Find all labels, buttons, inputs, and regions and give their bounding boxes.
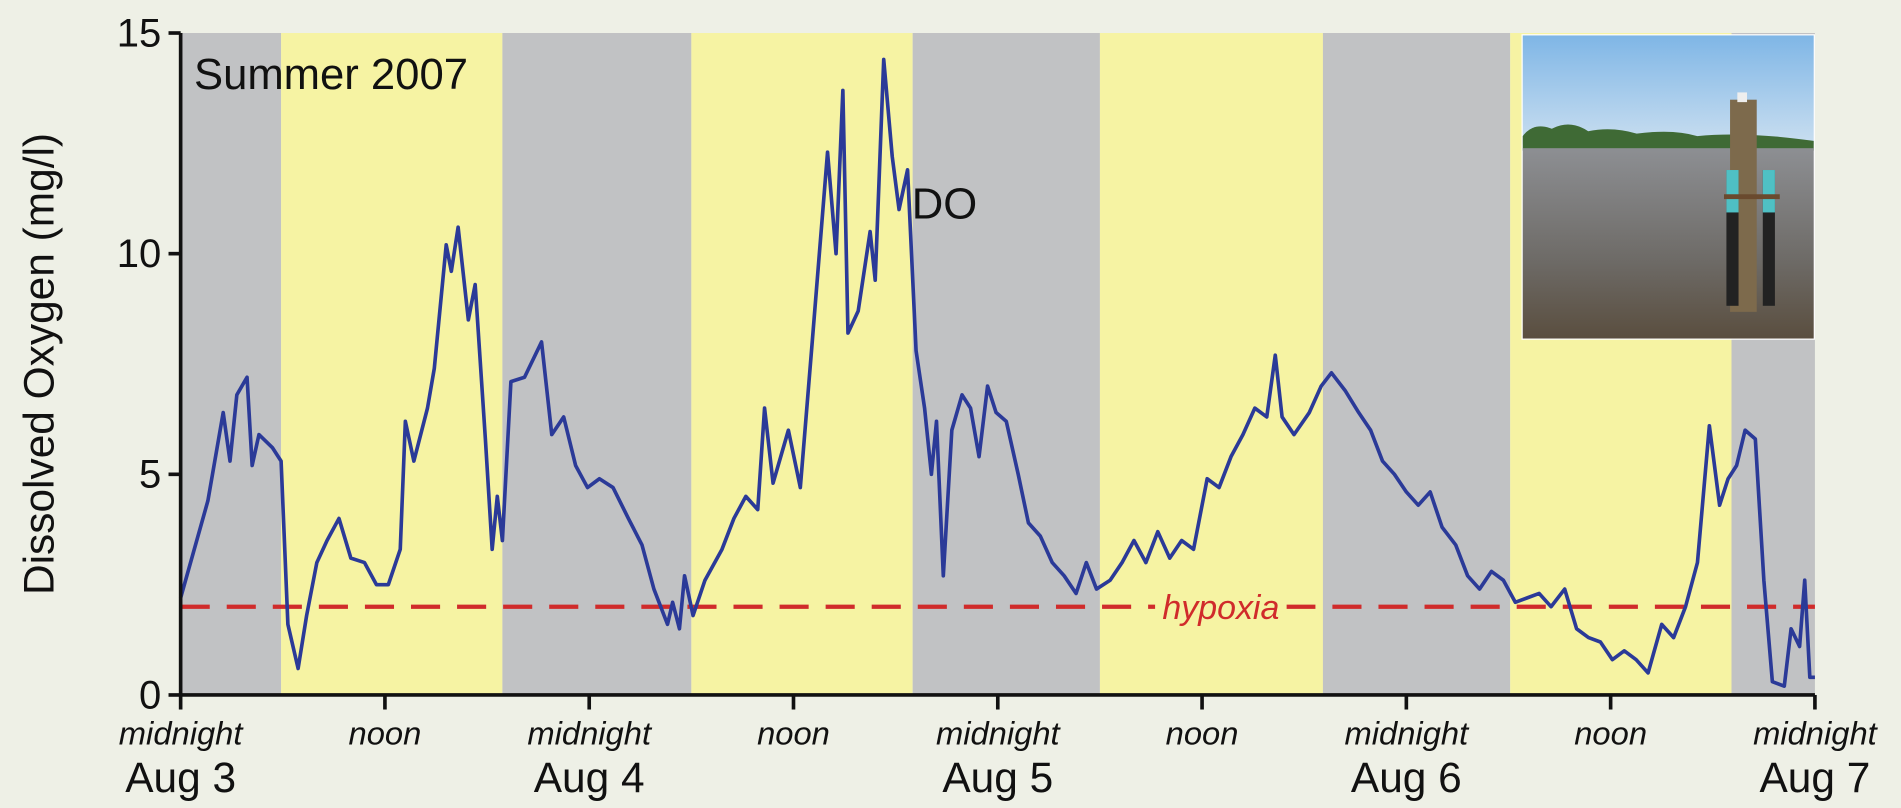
x-tick-label: midnight — [936, 715, 1062, 752]
x-tick-label: noon — [1166, 715, 1239, 752]
threshold-label-bg — [1155, 601, 1287, 612]
x-tick-label: midnight — [119, 715, 245, 752]
y-tick-label: 0 — [139, 673, 161, 717]
band — [180, 33, 282, 695]
x-tick-label: noon — [349, 715, 422, 752]
band — [502, 33, 692, 695]
band — [1099, 33, 1323, 695]
band — [691, 33, 913, 695]
chart-title: Summer 2007 — [194, 50, 468, 99]
x-tick-label: midnight — [527, 715, 653, 752]
y-tick-label: 15 — [117, 11, 162, 55]
data-line — [178, 57, 1815, 688]
photo-sensor-top — [1762, 170, 1775, 213]
photo-cap — [1737, 92, 1748, 103]
x-tick-label: noon — [757, 715, 830, 752]
photo-bracket — [1723, 194, 1780, 200]
date-label: Aug 5 — [942, 754, 1053, 801]
band — [281, 33, 503, 695]
photo-inset — [1521, 34, 1815, 340]
date-label: Aug 6 — [1351, 754, 1462, 801]
band — [912, 33, 1100, 695]
date-label: Aug 3 — [125, 754, 236, 801]
photo-sensor-top — [1726, 170, 1739, 213]
y-tick-label: 5 — [139, 453, 161, 497]
y-axis-label: Dissolved Oxygen (mg/l) — [15, 133, 62, 595]
x-tick-label: midnight — [1345, 715, 1471, 752]
x-tick-label: noon — [1574, 715, 1647, 752]
x-tick-label: midnight — [1753, 715, 1879, 752]
y-tick-label: 10 — [117, 232, 162, 276]
band — [1322, 33, 1511, 695]
date-label: Aug 4 — [534, 754, 645, 801]
plot-area — [178, 33, 1815, 695]
date-label: Aug 7 — [1759, 754, 1870, 801]
threshold-label: hypoxia — [1162, 589, 1279, 627]
series-label: DO — [912, 180, 977, 229]
